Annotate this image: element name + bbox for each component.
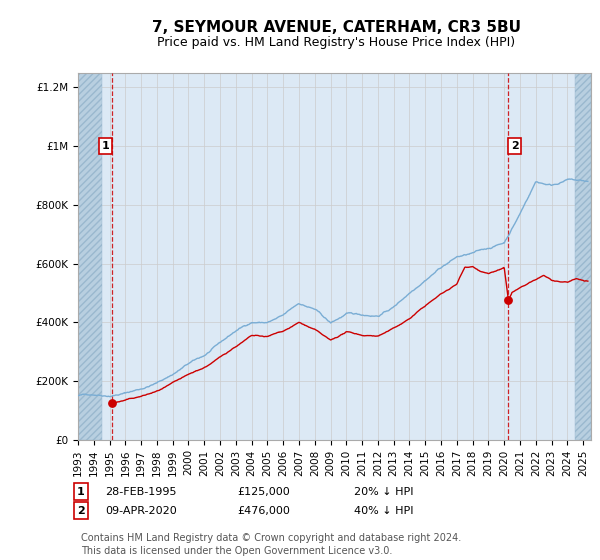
Text: 40% ↓ HPI: 40% ↓ HPI [354,506,413,516]
Text: £476,000: £476,000 [237,506,290,516]
Text: 20% ↓ HPI: 20% ↓ HPI [354,487,413,497]
Text: 2: 2 [77,506,85,516]
Text: 28-FEB-1995: 28-FEB-1995 [105,487,176,497]
Text: £125,000: £125,000 [237,487,290,497]
Text: Contains HM Land Registry data © Crown copyright and database right 2024.
This d: Contains HM Land Registry data © Crown c… [81,533,461,556]
Text: 1: 1 [77,487,85,497]
Text: 7, SEYMOUR AVENUE, CATERHAM, CR3 5BU: 7, SEYMOUR AVENUE, CATERHAM, CR3 5BU [152,20,521,35]
Text: Price paid vs. HM Land Registry's House Price Index (HPI): Price paid vs. HM Land Registry's House … [157,36,515,49]
Text: 09-APR-2020: 09-APR-2020 [105,506,177,516]
Point [107,399,117,408]
Bar [575,73,591,440]
Text: 2: 2 [511,141,518,151]
Bar [78,73,101,440]
Text: 1: 1 [102,141,110,151]
Point [503,296,513,305]
